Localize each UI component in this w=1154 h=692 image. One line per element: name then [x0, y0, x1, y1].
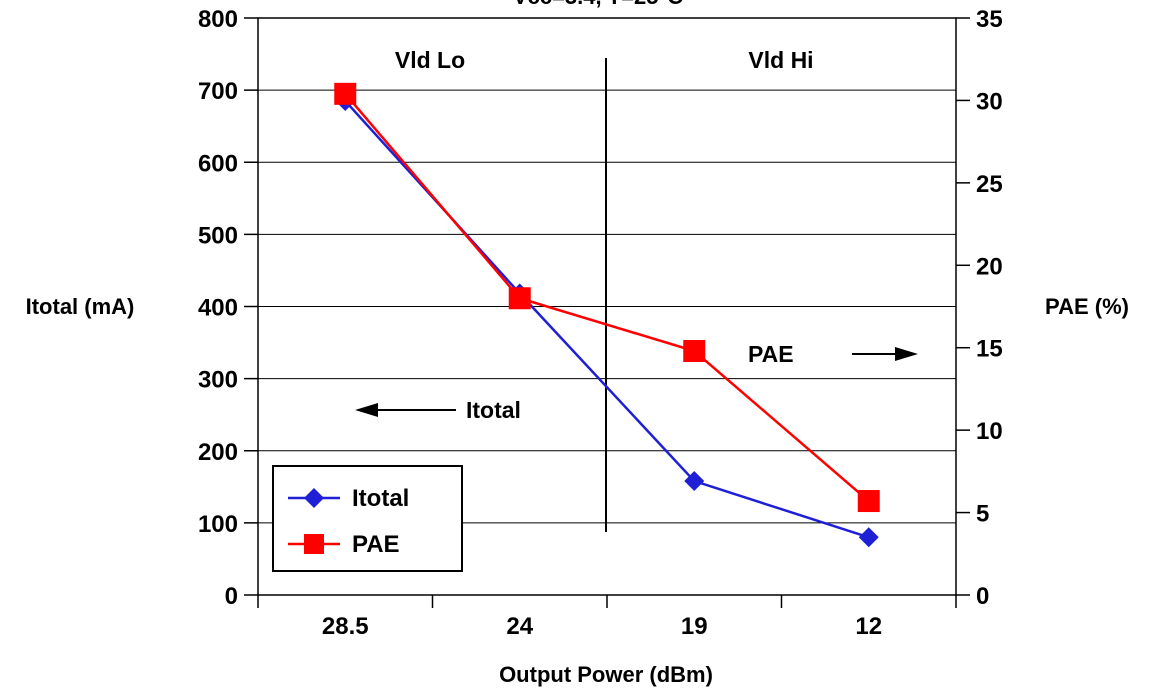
- y-tick-label-left: 700: [198, 78, 238, 105]
- y-tick-label-left: 100: [198, 511, 238, 538]
- region-label-vld-hi: Vld Hi: [748, 47, 813, 73]
- y-tick-label-right: 30: [976, 88, 1003, 115]
- y-tick-label-left: 600: [198, 150, 238, 177]
- annotation-pae-text: PAE: [748, 341, 794, 367]
- annotation-pae: PAE: [748, 341, 918, 367]
- arrow-left-icon: [355, 403, 378, 417]
- region-label-vld-lo: Vld Lo: [395, 47, 465, 73]
- y-tick-label-left: 800: [198, 6, 238, 33]
- data-point-itotal: [858, 527, 879, 548]
- data-point-pae: [334, 82, 357, 105]
- x-tick-label: 19: [681, 613, 708, 640]
- data-point-pae: [683, 340, 706, 363]
- y-tick-label-right: 25: [976, 171, 1003, 198]
- arrow-right-icon: [895, 347, 918, 361]
- y-axis-title-right: PAE (%): [1045, 294, 1129, 319]
- x-axis: 28.5 24 19 12: [257, 595, 957, 640]
- y-axis-title-left: Itotal (mA): [26, 294, 135, 319]
- annotation-itotal-text: Itotal: [466, 397, 521, 423]
- x-tick-label: 24: [506, 613, 533, 640]
- legend: Itotal PAE: [272, 465, 463, 572]
- square-icon: [304, 534, 324, 554]
- y-tick-label-right: 35: [976, 6, 1003, 33]
- y-tick-label-right: 0: [976, 583, 989, 610]
- y-tick-label-left: 400: [198, 295, 238, 322]
- series-line-pae: [344, 93, 870, 502]
- x-tick-label: 12: [855, 613, 882, 640]
- data-point-itotal: [684, 471, 705, 492]
- y-axis-right: 0 5 10 15 20 25 30 35: [956, 6, 1003, 610]
- annotation-itotal: Itotal: [355, 397, 521, 423]
- x-tick-label: 28.5: [322, 613, 369, 640]
- chart-title: Vcc=3.4, T=25°C: [513, 0, 683, 9]
- y-tick-label-left: 0: [225, 583, 238, 610]
- legend-label-pae: PAE: [352, 531, 400, 558]
- y-axis-left: 0 100 200 300 400 500 600 700 800: [198, 6, 258, 610]
- x-axis-title: Output Power (dBm): [499, 662, 713, 687]
- series-layer: [334, 82, 880, 548]
- y-tick-label-left: 300: [198, 367, 238, 394]
- y-tick-label-right: 20: [976, 253, 1003, 280]
- y-tick-label-left: 500: [198, 222, 238, 249]
- y-tick-label-left: 200: [198, 439, 238, 466]
- y-tick-label-right: 15: [976, 336, 1003, 363]
- data-point-pae: [508, 287, 531, 310]
- data-point-pae: [857, 490, 880, 513]
- y-tick-label-right: 5: [976, 501, 989, 528]
- y-tick-label-right: 10: [976, 418, 1003, 445]
- diamond-icon: [304, 488, 324, 508]
- legend-label-itotal: Itotal: [352, 485, 409, 512]
